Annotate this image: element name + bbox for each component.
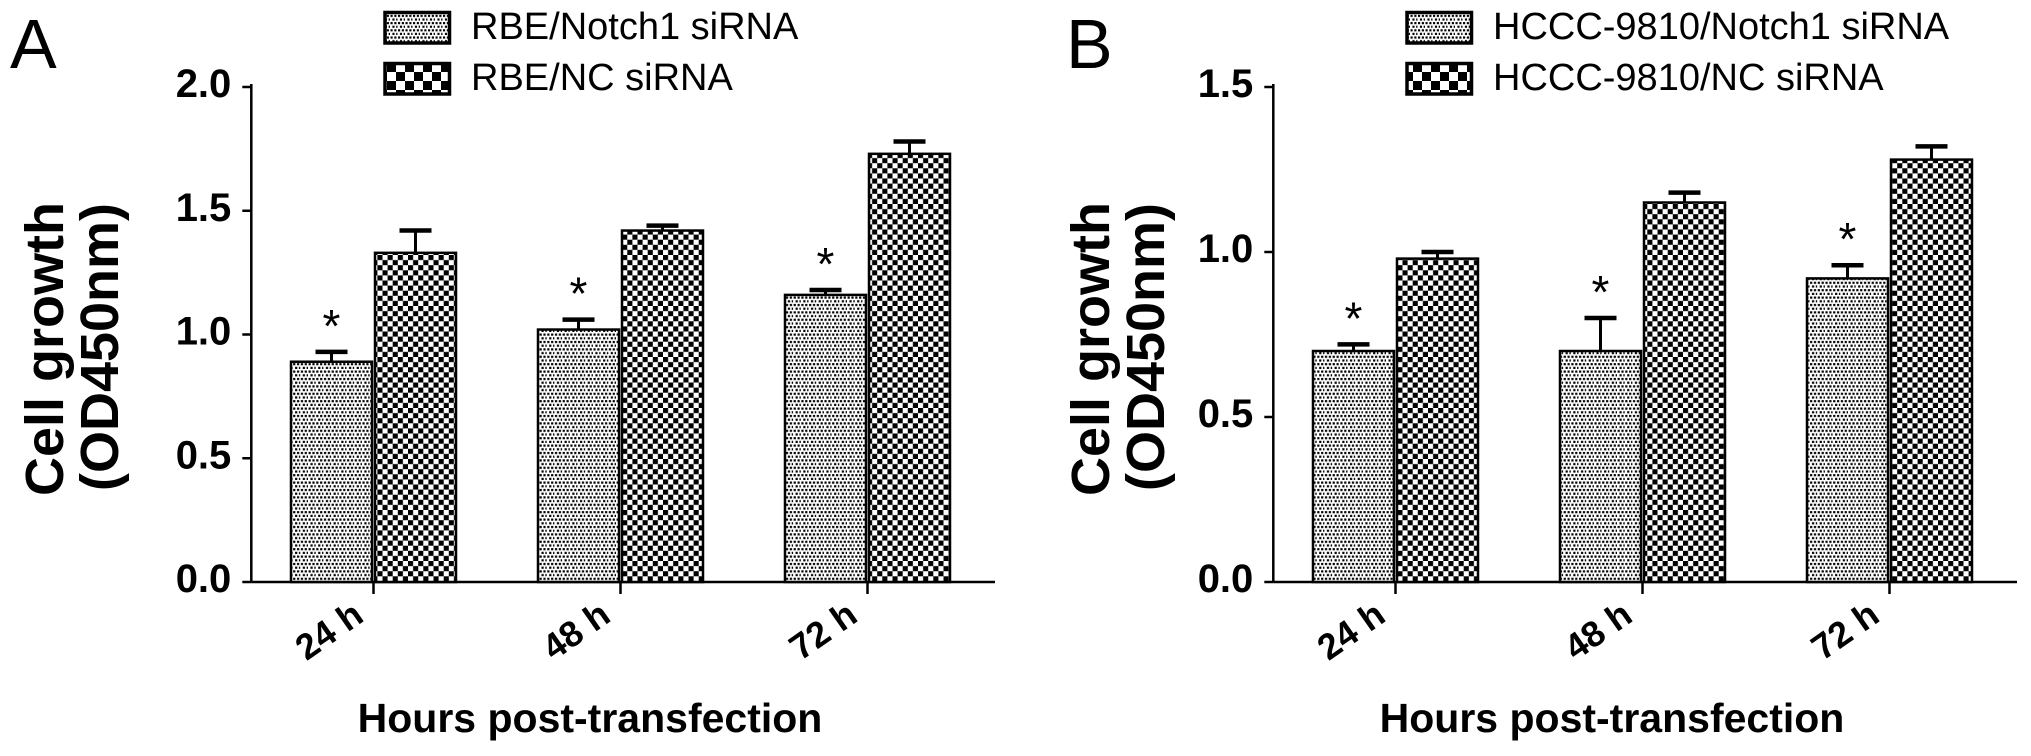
svg-text:Hours post-transfection: Hours post-transfection (358, 695, 823, 741)
svg-text:HCCC-9810/Notch1 siRNA: HCCC-9810/Notch1 siRNA (1493, 6, 1950, 48)
svg-text:0.0: 0.0 (1198, 557, 1254, 601)
svg-text:B: B (1066, 5, 1113, 83)
svg-text:48 h: 48 h (1557, 593, 1640, 668)
svg-text:(OD450nm): (OD450nm) (70, 203, 130, 491)
svg-text:1.0: 1.0 (1198, 227, 1254, 271)
svg-text:RBE/Notch1 siRNA: RBE/Notch1 siRNA (471, 6, 799, 48)
svg-text:A: A (10, 5, 57, 83)
svg-text:*: * (817, 238, 835, 290)
svg-text:(OD450nm): (OD450nm) (1116, 203, 1176, 491)
svg-text:72 h: 72 h (782, 593, 865, 668)
svg-text:1.5: 1.5 (1198, 62, 1254, 106)
svg-text:Cell growth: Cell growth (15, 202, 75, 496)
svg-text:*: * (570, 268, 588, 320)
svg-text:0.5: 0.5 (1198, 392, 1254, 436)
svg-text:0.5: 0.5 (176, 433, 232, 477)
svg-text:*: * (1839, 213, 1857, 265)
svg-text:72 h: 72 h (1804, 593, 1887, 668)
svg-text:HCCC-9810/NC siRNA: HCCC-9810/NC siRNA (1493, 57, 1884, 99)
svg-text:RBE/NC siRNA: RBE/NC siRNA (471, 57, 733, 99)
svg-text:*: * (1592, 266, 1610, 318)
svg-text:2.0: 2.0 (176, 62, 232, 106)
svg-text:0.0: 0.0 (176, 557, 232, 601)
svg-text:1.0: 1.0 (176, 310, 232, 354)
svg-text:24 h: 24 h (288, 593, 371, 668)
svg-text:1.5: 1.5 (176, 186, 232, 230)
svg-text:*: * (1345, 292, 1363, 344)
svg-text:Hours post-transfection: Hours post-transfection (1380, 695, 1845, 741)
svg-text:*: * (323, 300, 341, 352)
svg-text:Cell growth: Cell growth (1061, 202, 1121, 496)
svg-text:24 h: 24 h (1310, 593, 1393, 668)
svg-text:48 h: 48 h (535, 593, 618, 668)
